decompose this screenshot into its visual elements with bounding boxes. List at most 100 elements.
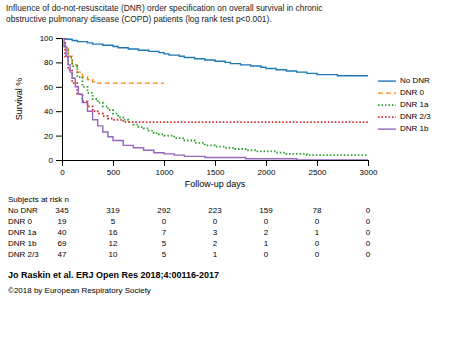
table-value: 0 — [315, 217, 320, 226]
title: Influence of do-not-resuscitate (DNR) or… — [6, 3, 323, 13]
y-tick-mark — [56, 160, 62, 161]
chart: Influence of do-not-resuscitate (DNR) or… — [0, 0, 450, 338]
table-value: 10 — [109, 250, 118, 259]
y-tick-label: 40 — [44, 107, 53, 116]
legend-label: DNR 1a — [400, 100, 429, 109]
table-row-label: DNR 1b — [8, 239, 37, 248]
table-row-label: No DNR — [8, 206, 38, 215]
y-tick-mark — [56, 38, 62, 39]
y-tick-mark — [56, 111, 62, 112]
survival-line — [62, 38, 368, 76]
table-value: 319 — [106, 206, 120, 215]
table-value: 159 — [259, 206, 273, 215]
x-axis: 0 500 1000 1500 2000 2500 3000 — [60, 160, 378, 177]
legend: No DNR DNR 0 DNR 1a DNR 2/3 DNR 1b — [378, 76, 431, 133]
x-tick: 1000 — [156, 160, 174, 177]
y-tick-label: 20 — [44, 132, 53, 141]
y-tick: 60 — [44, 83, 62, 92]
table-value: 7 — [162, 228, 167, 237]
table-value: 69 — [58, 239, 67, 248]
x-tick-mark — [317, 160, 318, 166]
table-value: 0 — [366, 250, 371, 259]
table-value: 19 — [58, 217, 67, 226]
x-tick-mark — [62, 160, 63, 166]
survival-line — [62, 38, 368, 155]
table-value: 0 — [213, 217, 218, 226]
x-tick-mark — [266, 160, 267, 166]
y-tick-mark — [56, 87, 62, 88]
legend-swatch — [378, 80, 396, 81]
background — [0, 0, 450, 338]
table-value: 0 — [162, 217, 167, 226]
table-value: 0 — [366, 239, 371, 248]
x-tick: 3000 — [360, 160, 378, 177]
legend-label: DNR 0 — [400, 88, 425, 97]
table-value: 0 — [264, 250, 269, 259]
table-value: 223 — [208, 206, 222, 215]
table-row-label: DNR 1a — [8, 228, 37, 237]
table-value: 0 — [366, 206, 371, 215]
y-tick: 0 — [49, 156, 62, 165]
table-header: Subjects at risk n — [8, 195, 69, 204]
survival-line — [62, 38, 368, 160]
table-value: 0 — [315, 239, 320, 248]
table-row-label: DNR 0 — [8, 217, 33, 226]
table-value: 2 — [213, 239, 218, 248]
y-tick-label: 60 — [44, 83, 53, 92]
table-value: 78 — [313, 206, 322, 215]
x-tick-label: 3000 — [360, 168, 378, 177]
table-value: 40 — [58, 228, 67, 237]
y-axis-line — [62, 39, 63, 161]
y-tick-label: 0 — [49, 156, 54, 165]
copyright: ©2018 by European Respiratory Society — [8, 286, 151, 295]
table-value: 0 — [366, 228, 371, 237]
y-tick: 40 — [44, 107, 62, 116]
x-tick: 2500 — [309, 160, 327, 177]
table-value: 12 — [109, 239, 118, 248]
table-value: 2 — [264, 228, 269, 237]
y-tick-label: 100 — [40, 34, 54, 43]
table-value: 1 — [315, 228, 320, 237]
citation: Jo Raskin et al. ERJ Open Res 2018;4:001… — [8, 270, 219, 280]
y-tick: 80 — [44, 58, 62, 67]
x-tick-mark — [113, 160, 114, 166]
legend-label: DNR 2/3 — [400, 112, 431, 121]
y-axis-title: Survival % — [14, 78, 24, 121]
x-axis-title: Follow-up days — [185, 179, 246, 189]
plot-area — [62, 38, 368, 160]
y-tick: 100 — [40, 34, 62, 43]
survival-line — [62, 38, 368, 122]
x-tick-label: 500 — [107, 168, 121, 177]
table-value: 1 — [264, 239, 269, 248]
table-value: 0 — [315, 250, 320, 259]
table-row-label: DNR 2/3 — [8, 250, 39, 259]
x-tick-label: 1500 — [207, 168, 225, 177]
table-value: 292 — [157, 206, 171, 215]
x-tick-label: 2000 — [258, 168, 276, 177]
y-tick-mark — [56, 62, 62, 63]
legend-label: No DNR — [400, 76, 430, 85]
x-tick-mark — [368, 160, 369, 166]
table-value: 5 — [162, 239, 167, 248]
table-value: 16 — [109, 228, 118, 237]
legend-swatch — [378, 104, 396, 106]
x-tick-mark — [164, 160, 165, 166]
legend-label: DNR 1b — [400, 124, 429, 133]
x-tick: 1500 — [207, 160, 225, 177]
table-value: 0 — [366, 217, 371, 226]
x-tick: 2000 — [258, 160, 276, 177]
table-value: 1 — [213, 250, 218, 259]
table-value: 345 — [55, 206, 69, 215]
x-tick-label: 0 — [60, 168, 65, 177]
x-tick: 500 — [107, 160, 121, 177]
x-tick-label: 1000 — [156, 168, 174, 177]
y-axis: 0 20 40 60 80 100 — [40, 34, 63, 165]
x-tick: 0 — [60, 160, 65, 177]
x-tick-mark — [215, 160, 216, 166]
table-value: 47 — [58, 250, 67, 259]
legend-swatch — [378, 116, 396, 118]
legend-swatch — [378, 92, 396, 93]
y-tick: 20 — [44, 132, 62, 141]
table-value: 0 — [264, 217, 269, 226]
y-tick-mark — [56, 136, 62, 137]
